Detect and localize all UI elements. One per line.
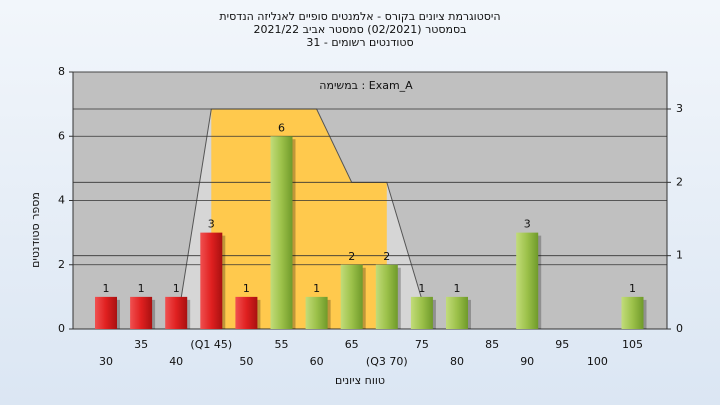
x-tick-label: 30	[99, 355, 113, 368]
x-tick-label: 50	[239, 355, 253, 368]
x-tick-label: 35	[134, 338, 148, 351]
bar	[621, 296, 644, 329]
x-tick-label: 105	[622, 338, 643, 351]
bar	[235, 296, 258, 329]
x-tick-label: (Q3 70)	[366, 355, 408, 368]
x-axis-label: טווח ציונים	[335, 374, 385, 387]
x-tick-label: 60	[310, 355, 324, 368]
bar	[446, 296, 468, 329]
subtitle: סטודנטים רשומים - 31	[306, 36, 413, 49]
x-tick-label: 85	[485, 338, 499, 351]
y-tick-label: 0	[58, 322, 65, 335]
data-label: 6	[278, 121, 285, 134]
data-label: 1	[243, 282, 250, 295]
bar	[375, 264, 398, 329]
data-label: 3	[524, 218, 531, 231]
x-tick-label: 75	[415, 338, 429, 351]
y-tick-label: 6	[58, 129, 65, 142]
bar	[130, 296, 153, 329]
bar	[340, 264, 363, 329]
bar	[270, 136, 293, 329]
title: היסטוגרמת ציונים בקורס - אלמנטים סופיים …	[219, 10, 500, 23]
bar	[200, 232, 223, 329]
data-label: 1	[138, 282, 145, 295]
data-label: 1	[454, 282, 461, 295]
x-tick-label: 95	[555, 338, 569, 351]
bar	[95, 296, 117, 329]
data-label: 2	[348, 250, 355, 263]
x-tick-label: 80	[450, 355, 464, 368]
annotation: במשימה : Exam_A	[319, 79, 413, 92]
x-tick-label: 100	[587, 355, 608, 368]
bar	[165, 296, 188, 329]
x-tick-label: 65	[345, 338, 359, 351]
x-tick-label: 40	[169, 355, 183, 368]
data-label: 1	[103, 282, 110, 295]
y-axis-label: מספר סטודנטים	[29, 192, 42, 268]
y2-tick-label: 0	[676, 322, 683, 335]
y-tick-label: 4	[58, 194, 65, 207]
y2-tick-label: 1	[676, 249, 683, 262]
data-label: 3	[208, 218, 215, 231]
subtitle: בסמסטר (02/2021) סמסטר אביב 2021/22	[253, 23, 466, 36]
bar	[305, 296, 328, 329]
bar	[410, 296, 433, 329]
data-label: 1	[629, 282, 636, 295]
y2-tick-label: 2	[676, 175, 683, 188]
data-label: 1	[313, 282, 320, 295]
data-label: 2	[383, 250, 390, 263]
x-tick-label: 55	[275, 338, 289, 351]
y2-tick-label: 3	[676, 102, 683, 115]
y-tick-label: 8	[58, 65, 65, 78]
data-label: 1	[173, 282, 180, 295]
x-tick-label: 90	[520, 355, 534, 368]
bar	[516, 232, 539, 329]
data-label: 1	[418, 282, 425, 295]
x-tick-label: (Q1 45)	[190, 338, 232, 351]
y-tick-label: 2	[58, 258, 65, 271]
